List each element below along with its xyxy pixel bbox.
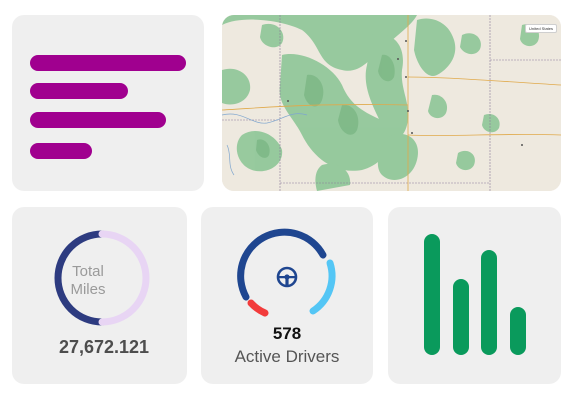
vertical-bar-chart-card: [388, 207, 561, 384]
map-card[interactable]: United States: [222, 15, 561, 191]
miles-gauge-filled-arc: [54, 230, 106, 326]
hbar-3: [30, 112, 166, 128]
horizontal-bar-chart-card: [12, 15, 204, 191]
hbar-1: [30, 55, 186, 71]
miles-gauge-track-arc: [98, 230, 150, 326]
vbar-1: [424, 234, 440, 355]
active-drivers-count: 578: [272, 324, 302, 343]
hbar-2: [30, 83, 128, 99]
drivers-gauge-red-arc: [247, 299, 269, 317]
vbar-4: [510, 307, 526, 355]
hbar-4: [30, 143, 92, 159]
steering-wheel-icon: [276, 266, 298, 288]
drivers-gauge-sky-arc: [309, 259, 336, 315]
active-drivers-card: [201, 207, 373, 384]
map-country-tag: United States: [524, 24, 557, 33]
total-miles-label: Total Miles: [70, 263, 106, 298]
drivers-gauge-blue-arc: [237, 228, 327, 301]
active-drivers-label: Active Drivers: [234, 347, 340, 366]
vbar-2: [453, 279, 469, 355]
miles-gauge: [54, 230, 150, 326]
total-miles-card: [12, 207, 187, 384]
total-miles-value: 27,672.121: [58, 337, 150, 357]
vbar-3: [481, 250, 497, 355]
drivers-gauge: [237, 228, 336, 317]
map-graphic: [222, 15, 561, 191]
